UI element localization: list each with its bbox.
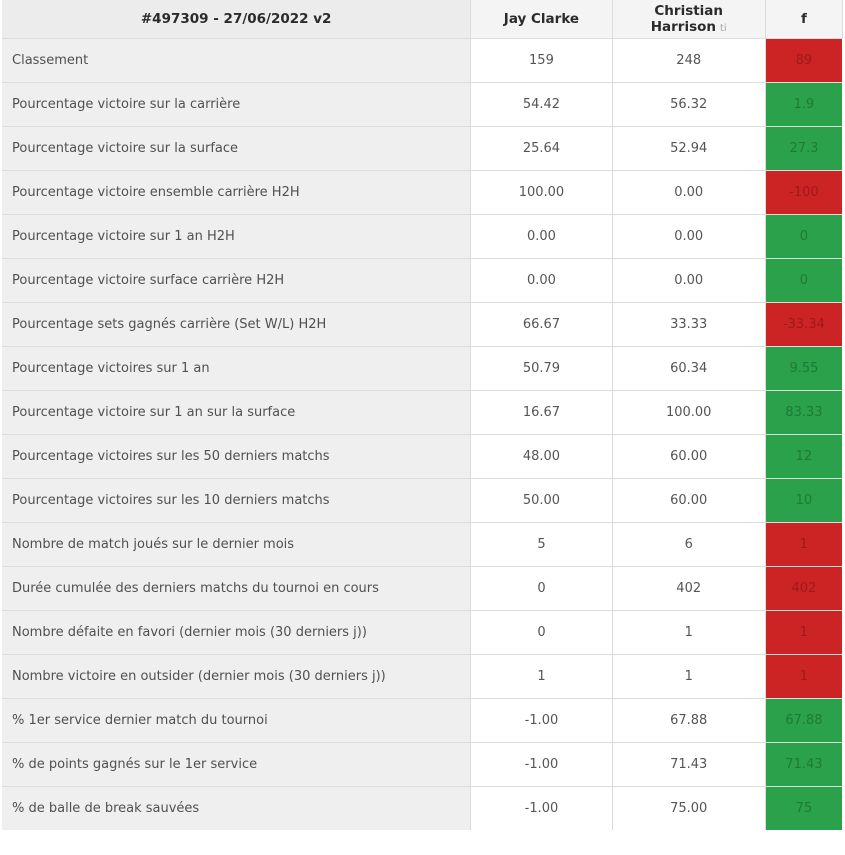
diff-value: 10 [765, 477, 844, 522]
player2-value: 56.32 [612, 81, 766, 126]
stats-table: #497309 - 27/06/2022 v2 Jay Clarke Chris… [2, 0, 844, 830]
table-row: % 1er service dernier match du tournoi -1… [2, 697, 844, 742]
player2-value: 0.00 [612, 213, 766, 258]
stat-label: % de balle de break sauvées [2, 785, 472, 830]
player1-value: 5 [470, 521, 613, 566]
stat-label: Pourcentage victoire sur la surface [2, 125, 472, 170]
header-row: #497309 - 27/06/2022 v2 Jay Clarke Chris… [2, 0, 844, 39]
player2-value: 100.00 [612, 389, 766, 434]
diff-value: 75 [765, 785, 844, 830]
table-row: % de balle de break sauvées -1.00 75.00 75 [2, 785, 844, 830]
player1-value: 50.79 [470, 345, 613, 390]
player1-value: 50.00 [470, 477, 613, 522]
player2-value: 402 [612, 565, 766, 610]
player1-header[interactable]: Jay Clarke [470, 0, 613, 39]
stat-label: Pourcentage victoire sur 1 an H2H [2, 213, 472, 258]
table-row: Nombre défaite en favori (dernier mois (… [2, 609, 844, 654]
player2-value: 60.00 [612, 433, 766, 478]
player1-value: 0.00 [470, 213, 613, 258]
diff-value: 27.3 [765, 125, 844, 170]
table-row: Pourcentage victoire sur 1 an sur la sur… [2, 389, 844, 434]
diff-value: 1.9 [765, 81, 844, 126]
diff-value: 1 [765, 653, 844, 698]
player2-value: 33.33 [612, 301, 766, 346]
table-row: Nombre victoire en outsider (dernier moi… [2, 653, 844, 698]
player2-header[interactable]: Christian Harrison ti [612, 0, 766, 39]
player2-value: 60.00 [612, 477, 766, 522]
table-row: Pourcentage victoire surface carrière H2… [2, 257, 844, 302]
diff-value: 9.55 [765, 345, 844, 390]
player1-value: 25.64 [470, 125, 613, 170]
player2-value: 0.00 [612, 169, 766, 214]
diff-value: 0 [765, 257, 844, 302]
stat-label: Nombre défaite en favori (dernier mois (… [2, 609, 472, 654]
table-row: Pourcentage victoires sur 1 an 50.79 60.34… [2, 345, 844, 390]
stat-label: Pourcentage sets gagnés carrière (Set W/… [2, 301, 472, 346]
stat-label: Pourcentage victoire surface carrière H2… [2, 257, 472, 302]
player1-value: 100.00 [470, 169, 613, 214]
stats-body: Classement 159 248 89 Pourcentage victoire s… [2, 37, 844, 830]
stat-label: Pourcentage victoires sur 1 an [2, 345, 472, 390]
player1-value: 0 [470, 609, 613, 654]
player1-value: 0 [470, 565, 613, 610]
player1-value: 54.42 [470, 81, 613, 126]
diff-value: -100 [765, 169, 844, 214]
player1-value: 16.67 [470, 389, 613, 434]
table-row: % de points gagnés sur le 1er service -1.… [2, 741, 844, 786]
player1-value: -1.00 [470, 741, 613, 786]
diff-value: 89 [765, 37, 844, 82]
stat-label: Pourcentage victoires sur les 10 dernier… [2, 477, 472, 522]
diff-value: 67.88 [765, 697, 844, 742]
diff-value: 83.33 [765, 389, 844, 434]
player1-value: 66.67 [470, 301, 613, 346]
diff-value: 71.43 [765, 741, 844, 786]
table-row: Pourcentage victoire sur la carrière 54.4… [2, 81, 844, 126]
stat-label: Pourcentage victoire ensemble carrière H… [2, 169, 472, 214]
player2-value: 248 [612, 37, 766, 82]
player2-value: 60.34 [612, 345, 766, 390]
stat-label: Durée cumulée des derniers matchs du tou… [2, 565, 472, 610]
table-row: Pourcentage victoires sur les 50 dernier… [2, 433, 844, 478]
table-row: Durée cumulée des derniers matchs du tou… [2, 565, 844, 610]
player2-value: 67.88 [612, 697, 766, 742]
player1-value: -1.00 [470, 697, 613, 742]
player2-value: 71.43 [612, 741, 766, 786]
match-id-header: #497309 - 27/06/2022 v2 [2, 0, 472, 39]
table-row: Pourcentage victoires sur les 10 dernier… [2, 477, 844, 522]
table-row: Nombre de match joués sur le dernier moi… [2, 521, 844, 566]
stat-label: Nombre de match joués sur le dernier moi… [2, 521, 472, 566]
table-row: Pourcentage sets gagnés carrière (Set W/… [2, 301, 844, 346]
diff-header[interactable]: f [765, 0, 844, 39]
diff-value: 1 [765, 609, 844, 654]
player2-value: 6 [612, 521, 766, 566]
player1-value: -1.00 [470, 785, 613, 830]
diff-value: -33.34 [765, 301, 844, 346]
player2-value: 0.00 [612, 257, 766, 302]
player2-value: 52.94 [612, 125, 766, 170]
table-row: Pourcentage victoire sur 1 an H2H 0.00 0.0… [2, 213, 844, 258]
diff-value: 0 [765, 213, 844, 258]
player2-value: 1 [612, 609, 766, 654]
player2-name: Christian Harrison [650, 2, 724, 35]
stat-label: Pourcentage victoire sur la carrière [2, 81, 472, 126]
player1-value: 0.00 [470, 257, 613, 302]
table-row: Pourcentage victoire sur la surface 25.64… [2, 125, 844, 170]
stat-label: % de points gagnés sur le 1er service [2, 741, 472, 786]
stat-label: % 1er service dernier match du tournoi [2, 697, 472, 742]
diff-value: 1 [765, 521, 844, 566]
diff-value: 402 [765, 565, 844, 610]
stat-label: Classement [2, 37, 472, 82]
player1-value: 159 [470, 37, 613, 82]
player2-note: ti [720, 22, 727, 34]
diff-value: 12 [765, 433, 844, 478]
stat-label: Pourcentage victoires sur les 50 dernier… [2, 433, 472, 478]
stat-label: Nombre victoire en outsider (dernier moi… [2, 653, 472, 698]
player2-value: 75.00 [612, 785, 766, 830]
player1-value: 48.00 [470, 433, 613, 478]
stat-label: Pourcentage victoire sur 1 an sur la sur… [2, 389, 472, 434]
table-row: Classement 159 248 89 [2, 37, 844, 82]
table-row: Pourcentage victoire ensemble carrière H… [2, 169, 844, 214]
player1-value: 1 [470, 653, 613, 698]
player2-value: 1 [612, 653, 766, 698]
